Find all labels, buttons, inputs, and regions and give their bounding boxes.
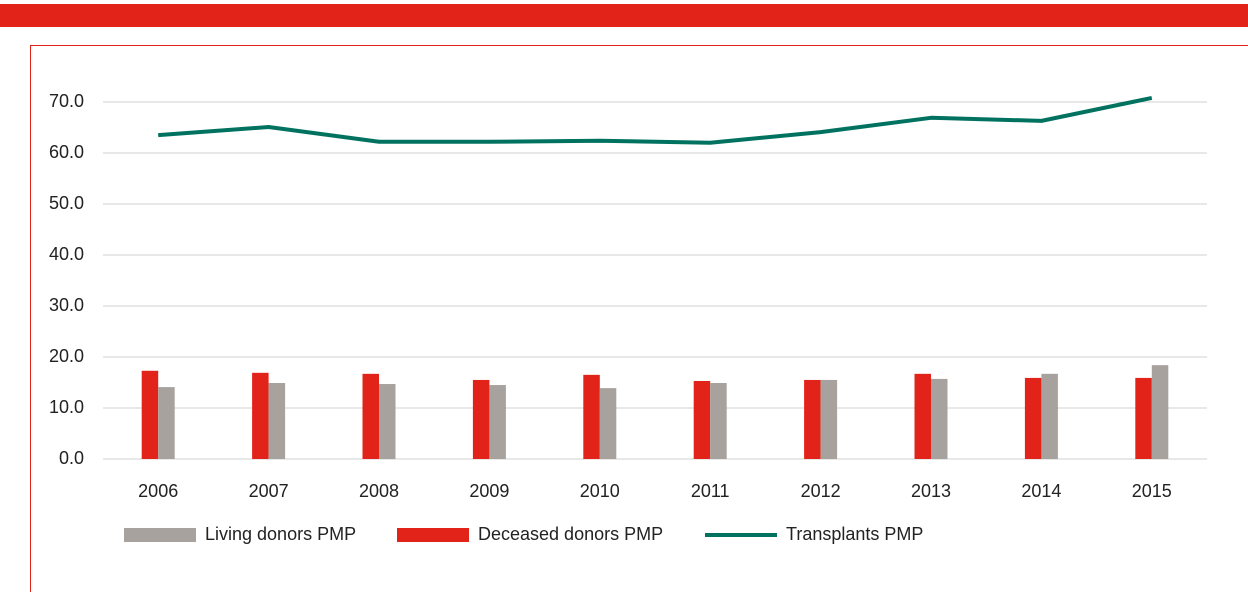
y-tick-label: 30.0 xyxy=(49,295,84,315)
bar xyxy=(379,384,396,459)
y-tick-label: 70.0 xyxy=(49,91,84,111)
legend-label: Living donors PMP xyxy=(205,524,356,544)
bar xyxy=(583,374,600,459)
bar xyxy=(141,370,159,459)
line xyxy=(158,95,1153,145)
bar xyxy=(914,373,931,459)
frame xyxy=(30,45,1248,592)
x-tick-label: 2010 xyxy=(580,481,620,501)
y-tick-label: 50.0 xyxy=(49,193,84,213)
y-tick-label: 40.0 xyxy=(49,244,84,264)
bar xyxy=(693,380,711,459)
bar xyxy=(599,388,617,459)
bar xyxy=(804,379,821,459)
x-tick-label: 2015 xyxy=(1132,481,1172,501)
legend-swatch xyxy=(124,528,196,542)
x-tick-label: 2012 xyxy=(801,481,841,501)
bar xyxy=(1135,377,1152,459)
x-tick-label: 2007 xyxy=(249,481,289,501)
bar xyxy=(489,385,506,459)
bar xyxy=(158,387,175,459)
banner xyxy=(0,4,1248,27)
bar xyxy=(472,379,490,459)
x-tick-label: 2014 xyxy=(1021,481,1061,501)
bar xyxy=(362,373,379,459)
bar xyxy=(1151,365,1169,459)
bar xyxy=(1041,373,1058,459)
bar xyxy=(710,383,727,459)
x-tick-label: 2006 xyxy=(138,481,178,501)
bar xyxy=(820,379,838,459)
x-tick-label: 2009 xyxy=(469,481,509,501)
legend-swatch xyxy=(397,528,469,542)
y-tick-label: 0.0 xyxy=(59,448,84,468)
bar xyxy=(931,378,948,459)
y-tick-label: 10.0 xyxy=(49,397,84,417)
x-tick-label: 2013 xyxy=(911,481,951,501)
bar xyxy=(252,372,269,459)
legend-label: Transplants PMP xyxy=(786,524,923,544)
y-tick-label: 60.0 xyxy=(49,142,84,162)
legend-label: Deceased donors PMP xyxy=(478,524,663,544)
x-tick-label: 2011 xyxy=(691,481,730,501)
x-tick-label: 2008 xyxy=(359,481,399,501)
y-tick-label: 20.0 xyxy=(49,346,84,366)
bar xyxy=(1024,377,1042,459)
bar xyxy=(268,383,286,459)
